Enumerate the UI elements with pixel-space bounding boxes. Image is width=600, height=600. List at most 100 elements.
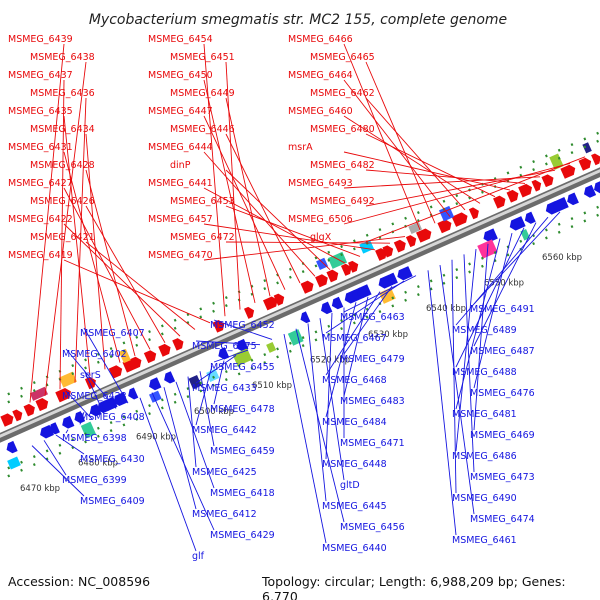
- gene-label-MSMEG_6421[interactable]: MSMEG_6421: [30, 232, 95, 243]
- leader-line-MSMEG_6488: [455, 227, 525, 368]
- gene-label-MSMEG_6412[interactable]: MSMEG_6412: [192, 509, 257, 520]
- gene-label-MSMEG_6430[interactable]: MSMEG_6430: [80, 454, 145, 465]
- gene-label-MSMEG_6453[interactable]: MSMEG_6453: [170, 196, 235, 207]
- gene-label-MSMEG_6425[interactable]: MSMEG_6425: [192, 467, 257, 478]
- gene-label-MSMEG_6427[interactable]: MSMEG_6427: [8, 178, 73, 189]
- gene-label-MSMEG_6433[interactable]: MSMEG_6433: [192, 383, 257, 394]
- gene-label-MSMEG_6491[interactable]: MSMEG_6491: [470, 304, 535, 315]
- gene-label-MSMEG_6451[interactable]: MSMEG_6451: [170, 52, 235, 63]
- gene-label-dinP[interactable]: dinP: [170, 160, 191, 171]
- gene-label-MSMEG_6431[interactable]: MSMEG_6431: [8, 142, 73, 153]
- gene-label-MSMEG_6434[interactable]: MSMEG_6434: [30, 124, 95, 135]
- gene-label-MSMEG_6506[interactable]: MSMEG_6506: [288, 214, 353, 225]
- gene-label-MSMEG_6480[interactable]: MSMEG_6480: [310, 124, 375, 135]
- gene-label-MSMEG_6475[interactable]: MSMEG_6475: [192, 341, 257, 352]
- gene-label-MSMEG_6435[interactable]: MSMEG_6435: [8, 106, 73, 117]
- gene-label-MSMEG_6454[interactable]: MSMEG_6454: [148, 34, 213, 45]
- gene-label-MSMEG_6473[interactable]: MSMEG_6473: [470, 472, 535, 483]
- gene-label-MSMEG_6426[interactable]: MSMEG_6426: [30, 196, 95, 207]
- feature-block-0: [7, 456, 21, 470]
- gene-label-MSMEG_6446[interactable]: MSMEG_6446: [170, 124, 235, 135]
- gene-label-MSMEG_6457[interactable]: MSMEG_6457: [148, 214, 213, 225]
- gene-label-MSMEG_6407[interactable]: MSMEG_6407: [80, 328, 145, 339]
- gene-label-MSMEG_6487[interactable]: MSMEG_6487: [470, 346, 535, 357]
- gene-label-MSMEG_6456[interactable]: MSMEG_6456: [340, 522, 405, 533]
- reverse-gene-arrow-9: [74, 411, 86, 424]
- gene-label-MSMEG_6481[interactable]: MSMEG_6481: [452, 409, 517, 420]
- gene-label-MSMEG_6452[interactable]: MSMEG_6452: [210, 320, 275, 331]
- gene-label-MSMEG_6429[interactable]: MSMEG_6429: [210, 530, 275, 541]
- gene-label-MSMEG_6465[interactable]: MSMEG_6465: [310, 52, 375, 63]
- forward-gene-arrow-4: [35, 398, 49, 412]
- reverse-gene-arrow-17: [128, 387, 139, 400]
- gene-label-MSMEG_6442[interactable]: MSMEG_6442: [192, 425, 257, 436]
- gene-label-MSMEG_6462[interactable]: MSMEG_6462: [310, 88, 375, 99]
- gene-label-MSMEG_6441[interactable]: MSMEG_6441: [148, 178, 213, 189]
- gene-label-glgX[interactable]: glgX: [310, 232, 332, 243]
- gene-label-MSMEG_6479[interactable]: MSMEG_6479: [340, 354, 405, 365]
- gene-label-MSMEG_6490[interactable]: MSMEG_6490: [452, 493, 517, 504]
- forward-gene-arrow-58: [531, 179, 542, 192]
- gene-label-MSMEG_6408[interactable]: MSMEG_6408: [80, 412, 145, 423]
- gene-label-MSMEG_6470[interactable]: MSMEG_6470: [148, 250, 213, 261]
- gene-label-MSMEG_6471[interactable]: MSMEG_6471: [340, 438, 405, 449]
- gene-label-MSMEG_6493[interactable]: MSMEG_6493: [288, 178, 353, 189]
- gene-label-MSMEG_6399[interactable]: MSMEG_6399: [62, 475, 127, 486]
- forward-gene-arrow-48: [416, 228, 432, 243]
- gene-label-MSMEG_6489[interactable]: MSMEG_6489: [452, 325, 517, 336]
- gene-label-MSMEG_6483[interactable]: MSMEG_6483: [340, 396, 405, 407]
- accession-text: Accession: NC_008596: [8, 574, 151, 589]
- gene-label-MSMEG_6469[interactable]: MSMEG_6469: [470, 430, 535, 441]
- gene-label-MSMEG_6492[interactable]: MSMEG_6492: [310, 196, 375, 207]
- gene-label-MSMEG_6409[interactable]: MSMEG_6409: [80, 496, 145, 507]
- gene-label-MSMEG_6472[interactable]: MSMEG_6472: [170, 232, 235, 243]
- gene-label-MSMEG_6478[interactable]: MSMEG_6478: [210, 404, 275, 415]
- gene-label-MSMEG_6398[interactable]: MSMEG_6398: [62, 433, 127, 444]
- leader-line-MSMEG_6408: [79, 411, 85, 425]
- gene-label-MSMEG_6447[interactable]: MSMEG_6447: [148, 106, 213, 117]
- gene-label-MSMEG_6468[interactable]: MSMEG_6468: [322, 375, 387, 386]
- gene-label-MSMEG_6444[interactable]: MSMEG_6444: [148, 142, 213, 153]
- gene-label-MSMEG_6418[interactable]: MSMEG_6418: [210, 488, 275, 499]
- leader-line-MSMEG_6451: [225, 61, 241, 310]
- gene-label-MSMEG_6455[interactable]: MSMEG_6455: [210, 362, 275, 373]
- gene-label-glf[interactable]: glf: [192, 551, 205, 562]
- gene-label-MSMEG_6448[interactable]: MSMEG_6448: [322, 459, 387, 470]
- gene-label-serS[interactable]: serS: [80, 370, 101, 381]
- gene-label-gltD[interactable]: gltD: [340, 480, 360, 491]
- gene-label-MSMEG_6482[interactable]: MSMEG_6482: [310, 160, 375, 171]
- gene-label-MSMEG_6461[interactable]: MSMEG_6461: [452, 535, 517, 546]
- gene-label-MSMEG_6463[interactable]: MSMEG_6463: [340, 312, 405, 323]
- gene-label-MSMEG_6436[interactable]: MSMEG_6436: [30, 88, 95, 99]
- forward-gene-arrow-49: [437, 219, 452, 234]
- reverse-gene-arrow-25: [218, 347, 230, 360]
- gene-label-MSMEG_6439[interactable]: MSMEG_6439: [8, 34, 73, 45]
- gene-label-MSMEG_6464[interactable]: MSMEG_6464: [288, 70, 353, 81]
- gene-label-MSMEG_6459[interactable]: MSMEG_6459: [210, 446, 275, 457]
- gene-label-msrA[interactable]: msrA: [288, 142, 313, 153]
- forward-gene-arrow-27: [243, 306, 255, 319]
- feature-block-18: [520, 228, 531, 241]
- gene-label-MSMEG_6476[interactable]: MSMEG_6476: [470, 388, 535, 399]
- forward-gene-arrow-32: [315, 274, 328, 288]
- gene-label-MSMEG_6445[interactable]: MSMEG_6445: [322, 501, 387, 512]
- gene-label-MSMEG_6438[interactable]: MSMEG_6438: [30, 52, 95, 63]
- gene-label-MSMEG_6419[interactable]: MSMEG_6419: [8, 250, 73, 261]
- gene-label-MSMEG_6402[interactable]: MSMEG_6402: [62, 349, 127, 360]
- reverse-gene-arrow-20: [149, 377, 162, 391]
- gene-label-MSMEG_6428[interactable]: MSMEG_6428: [30, 160, 95, 171]
- gene-label-MSMEG_6484[interactable]: MSMEG_6484: [322, 417, 387, 428]
- leader-line-MSMEG_6426: [85, 205, 166, 343]
- gene-label-MSMEG_6440[interactable]: MSMEG_6440: [322, 543, 387, 554]
- gene-label-MSMEG_6423[interactable]: MSMEG_6423: [62, 391, 127, 402]
- gene-label-MSMEG_6460[interactable]: MSMEG_6460: [288, 106, 353, 117]
- gene-label-MSMEG_6488[interactable]: MSMEG_6488: [452, 367, 517, 378]
- gene-label-MSMEG_6467[interactable]: MSMEG_6467: [322, 333, 387, 344]
- gene-label-MSMEG_6449[interactable]: MSMEG_6449: [170, 88, 235, 99]
- gene-label-MSMEG_6486[interactable]: MSMEG_6486: [452, 451, 517, 462]
- gene-label-MSMEG_6422[interactable]: MSMEG_6422: [8, 214, 73, 225]
- gene-label-MSMEG_6437[interactable]: MSMEG_6437: [8, 70, 73, 81]
- gene-label-MSMEG_6466[interactable]: MSMEG_6466: [288, 34, 353, 45]
- gene-label-MSMEG_6474[interactable]: MSMEG_6474: [470, 514, 535, 525]
- gene-label-MSMEG_6450[interactable]: MSMEG_6450: [148, 70, 213, 81]
